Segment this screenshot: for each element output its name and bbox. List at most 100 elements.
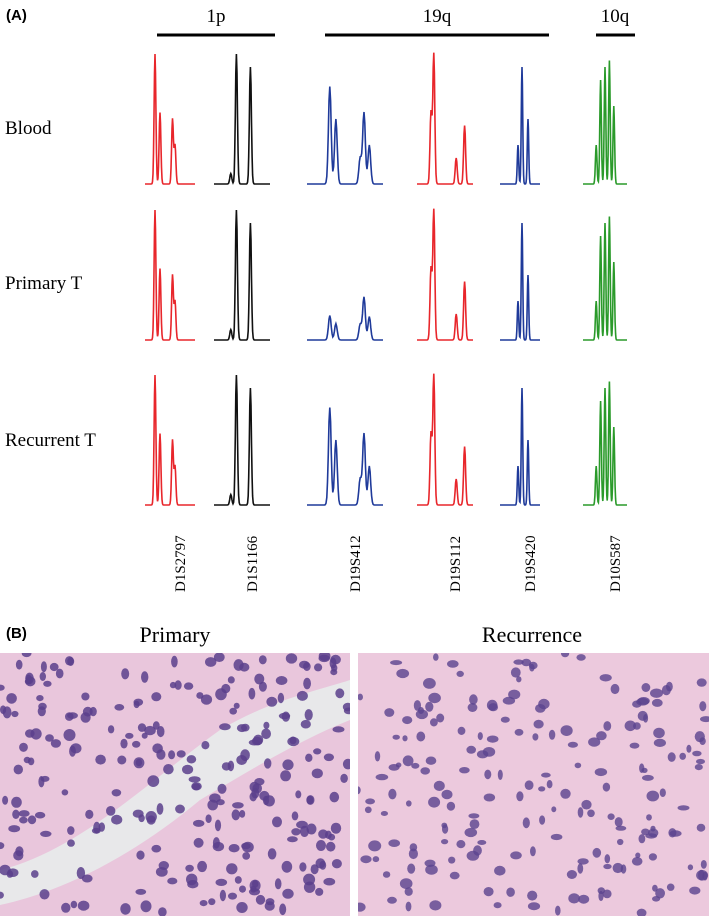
nucleus	[303, 662, 311, 671]
nucleus	[132, 809, 144, 818]
nucleus	[335, 688, 345, 699]
nucleus	[358, 902, 366, 912]
image-title: Primary	[140, 622, 211, 647]
cells	[358, 653, 709, 916]
nucleus	[521, 658, 532, 667]
nucleus	[25, 729, 35, 738]
nucleus	[253, 734, 264, 746]
nucleus	[581, 799, 592, 810]
nucleus	[340, 773, 348, 784]
nucleus	[365, 798, 375, 805]
nucleus	[577, 863, 584, 874]
nucleus	[538, 786, 546, 792]
nucleus	[699, 701, 707, 712]
nucleus	[602, 782, 611, 792]
nucleus	[641, 828, 650, 836]
nucleus	[175, 804, 185, 814]
nucleus	[174, 680, 182, 690]
nucleus	[639, 763, 645, 773]
nucleus	[402, 755, 414, 767]
nucleus	[331, 859, 342, 869]
nucleus	[287, 736, 300, 747]
nucleus	[61, 789, 69, 796]
nucleus	[578, 894, 590, 904]
nucleus	[395, 762, 402, 768]
nucleus	[279, 903, 287, 916]
nucleus	[516, 676, 522, 683]
nucleus	[316, 840, 326, 851]
nucleus	[219, 889, 226, 902]
nucleus	[617, 838, 624, 846]
nucleus	[275, 676, 288, 685]
nucleus	[574, 762, 582, 769]
nucleus	[477, 840, 487, 845]
nucleus	[624, 720, 636, 732]
nucleus	[642, 774, 654, 781]
nucleus	[483, 793, 496, 802]
trace	[500, 222, 540, 341]
marker-label: D19S420	[523, 535, 539, 592]
nucleus	[561, 653, 570, 658]
group-label: 10q	[601, 6, 630, 27]
nucleus	[442, 824, 449, 834]
nucleus	[594, 768, 608, 777]
nucleus	[167, 877, 178, 885]
nucleus	[81, 874, 93, 883]
nucleus	[576, 654, 586, 661]
nucleus	[522, 817, 530, 829]
nucleus	[384, 708, 395, 717]
nucleus	[446, 801, 456, 811]
nucleus	[254, 673, 265, 685]
trace	[307, 296, 383, 341]
nucleus	[258, 655, 267, 665]
nucleus	[388, 839, 401, 847]
nucleus	[8, 825, 21, 833]
nucleus	[538, 698, 550, 710]
nucleus	[318, 654, 330, 663]
trace	[583, 381, 627, 506]
nucleus	[40, 661, 47, 673]
nucleus	[300, 719, 311, 729]
nucleus	[425, 864, 438, 875]
nucleus	[411, 762, 420, 769]
nucleus	[358, 786, 361, 795]
nucleus	[612, 862, 624, 874]
nucleus	[295, 790, 302, 799]
nucleus	[620, 864, 627, 874]
panel-label: (B)	[6, 625, 27, 642]
nucleus	[467, 703, 478, 712]
nucleus	[31, 870, 39, 878]
nucleus	[604, 854, 611, 864]
nucleus	[539, 815, 546, 825]
trace	[307, 407, 383, 506]
nucleus	[364, 806, 372, 814]
nucleus	[49, 662, 59, 672]
nucleus	[274, 878, 282, 890]
nucleus	[132, 740, 141, 748]
marker-label: D19S112	[448, 536, 464, 592]
nucleus	[15, 659, 23, 670]
nucleus	[615, 825, 627, 831]
nucleus	[694, 764, 703, 771]
nucleus	[125, 732, 134, 739]
nucleus	[182, 764, 194, 775]
nucleus	[185, 864, 194, 872]
nucleus	[2, 706, 12, 719]
nucleus	[85, 809, 94, 820]
nucleus	[158, 907, 167, 916]
nucleus	[529, 663, 535, 672]
nucleus	[330, 669, 338, 676]
nucleus	[200, 694, 213, 705]
nucleus	[232, 802, 244, 809]
nucleus	[645, 833, 658, 839]
nucleus	[607, 813, 615, 820]
nucleus	[212, 837, 220, 849]
nucleus	[140, 900, 152, 913]
nucleus	[420, 767, 431, 775]
marker-label: D1S1166	[245, 535, 261, 592]
nucleus	[636, 698, 649, 706]
nucleus	[550, 833, 563, 841]
nucleus	[646, 790, 660, 802]
nucleus	[524, 780, 534, 790]
nucleus	[577, 858, 589, 865]
